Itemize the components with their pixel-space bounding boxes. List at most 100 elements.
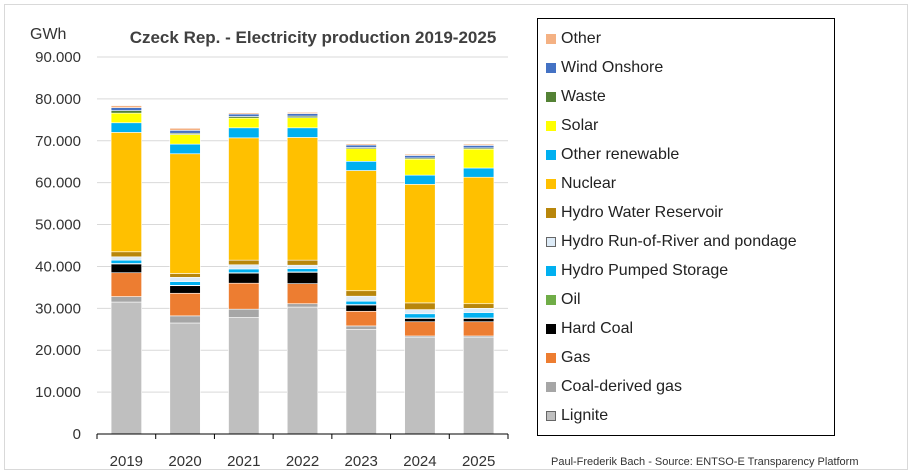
y-tick-label: 60.000 [35,175,81,192]
bar-segment [345,328,377,435]
legend-swatch [546,295,556,305]
legend-label: Other [561,30,602,47]
bar-segment [463,321,495,337]
legend-item: Waste [546,85,606,109]
legend-swatch [546,121,556,131]
x-tick-label: 2020 [168,453,201,470]
bar-segment [404,309,436,315]
legend-label: Hydro Water Reservoir [561,204,724,221]
bar-segment [345,290,377,297]
bar-segment [345,143,377,146]
x-tick-label: 2025 [462,453,495,470]
legend-swatch [546,63,556,73]
y-tick-label: 70.000 [35,133,81,150]
bar-segment [463,312,495,319]
bar-segment [463,145,495,149]
bar-segment [228,112,260,115]
bar-segment [169,127,201,131]
y-tick-label: 10.000 [35,384,81,401]
bar-segment [228,137,260,261]
legend-swatch [546,237,556,247]
y-tick-label: 20.000 [35,342,81,359]
bar-segment [345,325,377,330]
bar-segment [110,256,142,261]
legend-label: Hydro Pumped Storage [561,262,729,279]
legend-label: Oil [561,291,581,308]
bar-segment [463,318,495,323]
bar-segment [169,281,201,286]
bar-segment [169,273,201,278]
legend-swatch [546,150,556,160]
bar-segment [228,113,260,117]
bar-segment [345,304,377,312]
bar-segment [286,117,319,129]
legend-label: Coal-derived gas [561,378,682,395]
bar-segment [228,127,260,139]
bar-segment [228,308,260,318]
legend-label: Wind Onshore [561,59,664,76]
bar-segment [345,144,377,148]
legend-swatch [546,324,556,334]
legend-label: Hydro Run-of-River and pondage [561,233,797,250]
bar-segment [110,112,142,124]
y-tick-label: 80.000 [35,91,81,108]
chart-title: Czeck Rep. - Electricity production 2019… [130,28,497,47]
bar-segment [169,315,201,324]
x-tick-label: 2022 [286,453,319,470]
bar-segment [169,322,201,435]
bar-segment [463,303,495,309]
bar-segment [404,302,436,310]
bar-segment [169,277,201,282]
bar-segment [228,317,260,435]
bar-segment [110,132,142,253]
bar-segment [345,310,377,327]
y-tick-label: 30.000 [35,300,81,317]
bar-segment [404,184,436,304]
legend-swatch [546,411,556,421]
bar-segment [110,110,142,114]
x-tick-label: 2021 [227,453,260,470]
y-axis-label: GWh [30,26,66,43]
bar-segment [286,111,319,114]
bar-segment [169,153,201,274]
legend-item: Other renewable [546,143,679,167]
legend-item: Hydro Water Reservoir [546,201,723,225]
bar-segment [169,285,201,294]
bar-segment [110,107,142,111]
bar-segment [463,148,495,169]
bar-segment [345,170,377,292]
axes: 0 10.000 20.000 30.000 40.000 50.000 60.000 70.… [35,49,509,470]
x-tick-label: 2023 [345,453,378,470]
bar-segment [228,282,260,310]
x-tick-label: 2024 [403,453,436,470]
bar-segment [286,283,319,305]
bar-segment [286,259,319,266]
legend-swatch [546,208,556,218]
bar-segment [345,148,377,162]
bar-segment [286,303,319,308]
bar-segment [169,143,201,155]
legend-swatch [546,266,556,276]
bar-segment [463,337,495,435]
bar-segment [110,301,142,435]
bar-segment [228,272,260,284]
y-tick-label: 90.000 [35,49,81,66]
bar-segment [110,263,142,274]
legend-label: Hard Coal [561,320,634,337]
bar-segment [169,292,201,317]
bar-segment [404,313,436,319]
bar-segment [463,176,495,305]
legend-item: Hard Coal [546,317,633,341]
bars [110,105,495,435]
bar-segment [404,174,436,185]
bar-segment [110,122,142,133]
legend-swatch [546,179,556,189]
bar-segment [345,295,377,302]
bar-segment [169,134,201,145]
bar-segment [228,268,260,274]
legend-swatch [546,353,556,363]
legend-item: Wind Onshore [546,56,663,80]
source-credit: Paul-Frederik Bach - Source: ENTSO-E Tra… [551,456,859,468]
bar-segment [286,272,319,284]
